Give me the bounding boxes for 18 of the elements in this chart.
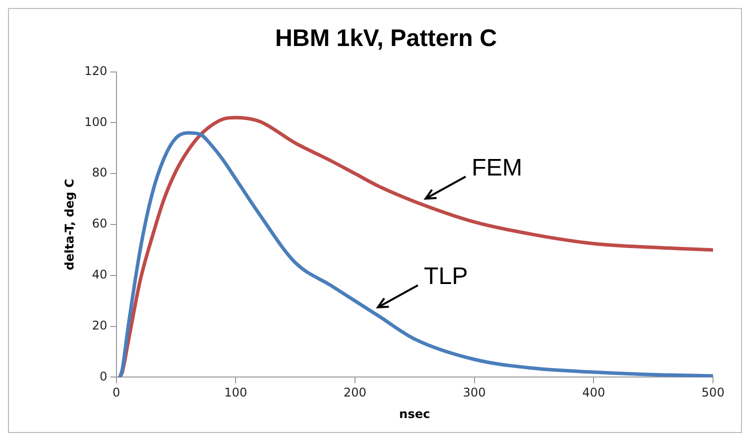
y-tick-label: 100 [84, 114, 108, 129]
x-tick-label: 300 [462, 386, 486, 400]
x-tick-label: 200 [344, 386, 366, 400]
y-tick-label: 20 [92, 318, 108, 332]
x-tick-label: 100 [224, 386, 248, 400]
y-tick-label: 120 [84, 64, 108, 78]
x-tick-label: 400 [582, 386, 606, 400]
chart-title: HBM 1kV, Pattern C [275, 25, 497, 52]
x-tick-label: 0 [112, 386, 120, 400]
y-tick-label: 0 [100, 369, 108, 384]
y-tick-label: 60 [92, 216, 108, 231]
series-label: FEM [472, 154, 522, 182]
y-tick-label: 80 [92, 166, 108, 180]
series-label: TLP [424, 262, 468, 290]
x-axis-title: nsec [399, 406, 430, 421]
y-axis-title: delta-T, deg C [62, 178, 76, 270]
y-tick-label: 40 [92, 268, 108, 282]
x-tick-label: 500 [702, 386, 724, 400]
